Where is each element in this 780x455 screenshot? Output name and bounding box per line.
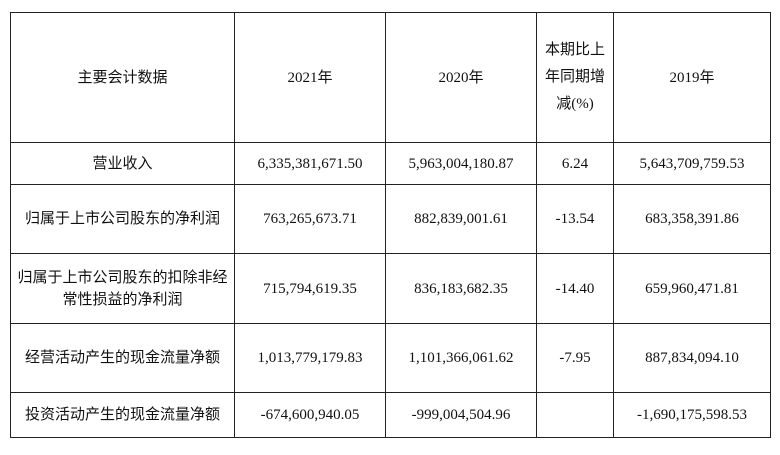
- row-label: 归属于上市公司股东的扣除非经常性损益的净利润: [10, 253, 235, 324]
- cell-2021: -674,600,940.05: [234, 392, 386, 438]
- cell-2021: 1,013,779,179.83: [234, 323, 386, 393]
- row-label: 归属于上市公司股东的净利润: [10, 184, 235, 254]
- cell-2020: 1,101,366,061.62: [385, 323, 537, 393]
- cell-2019: 683,358,391.86: [613, 184, 771, 254]
- cell-change: -14.40: [536, 253, 614, 324]
- header-item: 主要会计数据: [10, 12, 235, 143]
- row-label: 经营活动产生的现金流量净额: [10, 323, 235, 393]
- cell-change: -13.54: [536, 184, 614, 254]
- table-row: 投资活动产生的现金流量净额 -674,600,940.05 -999,004,5…: [10, 392, 771, 438]
- cell-2019: 659,960,471.81: [613, 253, 771, 324]
- cell-2019: -1,690,175,598.53: [613, 392, 771, 438]
- cell-2019: 887,834,094.10: [613, 323, 771, 393]
- cell-2021: 715,794,619.35: [234, 253, 386, 324]
- header-row: 主要会计数据 2021年 2020年 本期比上年同期增减(%) 2019年: [10, 12, 771, 143]
- table-row: 营业收入 6,335,381,671.50 5,963,004,180.87 6…: [10, 142, 771, 185]
- cell-2021: 763,265,673.71: [234, 184, 386, 254]
- table-row: 归属于上市公司股东的扣除非经常性损益的净利润 715,794,619.35 83…: [10, 253, 771, 324]
- cell-2020: 5,963,004,180.87: [385, 142, 537, 185]
- row-label: 投资活动产生的现金流量净额: [10, 392, 235, 438]
- table-row: 归属于上市公司股东的净利润 763,265,673.71 882,839,001…: [10, 184, 771, 254]
- header-change: 本期比上年同期增减(%): [536, 12, 614, 143]
- cell-change: [536, 392, 614, 438]
- cell-2021: 6,335,381,671.50: [234, 142, 386, 185]
- header-2021: 2021年: [234, 12, 386, 143]
- header-2020: 2020年: [385, 12, 537, 143]
- cell-2020: -999,004,504.96: [385, 392, 537, 438]
- key-accounting-data-table: 主要会计数据 2021年 2020年 本期比上年同期增减(%) 2019年 营业…: [10, 12, 771, 438]
- row-label: 营业收入: [10, 142, 235, 185]
- cell-change: -7.95: [536, 323, 614, 393]
- cell-2020: 882,839,001.61: [385, 184, 537, 254]
- header-2019: 2019年: [613, 12, 771, 143]
- cell-2020: 836,183,682.35: [385, 253, 537, 324]
- cell-2019: 5,643,709,759.53: [613, 142, 771, 185]
- table-row: 经营活动产生的现金流量净额 1,013,779,179.83 1,101,366…: [10, 323, 771, 393]
- cell-change: 6.24: [536, 142, 614, 185]
